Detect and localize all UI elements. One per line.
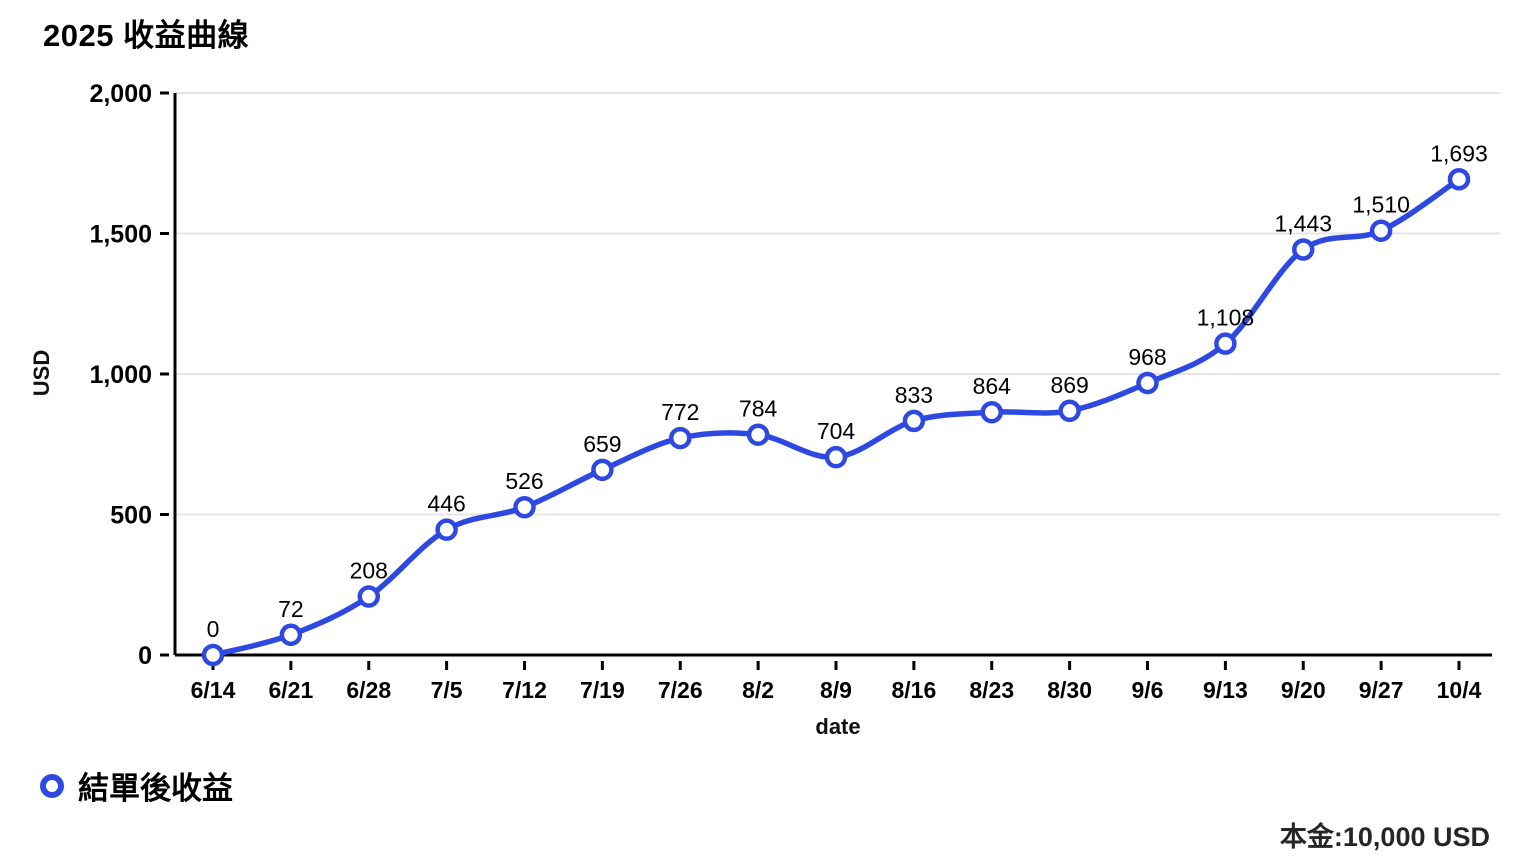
data-point-label: 72	[278, 596, 304, 622]
data-point-marker	[279, 623, 303, 647]
y-tick-label: 500	[110, 502, 152, 530]
data-point-marker	[435, 518, 458, 541]
x-tick-label: 10/4	[1437, 677, 1482, 703]
data-point-marker	[1369, 219, 1393, 242]
data-point-marker	[1058, 399, 1081, 423]
x-tick-label: 9/20	[1281, 677, 1326, 703]
data-point-label: 1,108	[1197, 305, 1255, 331]
data-point-label: 446	[427, 491, 465, 517]
x-axis-title: date	[815, 714, 861, 739]
x-tick-label: 6/21	[268, 677, 313, 703]
data-point-marker	[1292, 238, 1315, 261]
data-point-marker	[513, 495, 536, 519]
data-point-marker	[902, 409, 926, 433]
x-tick-label: 6/14	[191, 677, 236, 703]
data-point-label: 869	[1050, 372, 1088, 398]
principal-note: 本金:10,000 USD	[1279, 822, 1490, 852]
data-point-label: 1,510	[1352, 192, 1410, 218]
data-point-label: 1,693	[1430, 140, 1488, 166]
data-point-marker	[980, 400, 1003, 424]
x-tick-label: 8/23	[969, 677, 1014, 703]
x-tick-label: 8/16	[891, 677, 936, 703]
x-tick-label: 8/9	[820, 677, 852, 703]
data-point-label: 526	[505, 468, 543, 494]
legend: 結單後收益	[40, 763, 233, 808]
data-point-label: 0	[207, 616, 220, 642]
y-tick-label: 1,500	[89, 221, 152, 249]
y-tick-label: 0	[138, 642, 152, 670]
data-point-marker	[357, 585, 380, 608]
data-point-label: 208	[350, 558, 388, 584]
data-point-marker	[1136, 371, 1159, 395]
data-point-marker	[1214, 332, 1237, 355]
x-tick-label: 8/30	[1047, 677, 1092, 703]
x-tick-label: 8/2	[742, 677, 774, 703]
profit-line	[210, 176, 1462, 658]
x-tick-label: 7/5	[431, 677, 463, 703]
profit-line-chart: 0 500 1,000 1,500 2,000 6/14 6/21 6/28 7/5 7/12 7/…	[89, 80, 1500, 703]
data-point-marker	[201, 643, 225, 667]
data-point-marker	[1447, 168, 1471, 191]
data-point-label: 864	[973, 373, 1012, 399]
x-tick-label: 9/6	[1132, 677, 1164, 703]
x-tick-label: 7/26	[658, 677, 703, 703]
data-point-marker	[824, 445, 848, 469]
x-tick-label: 7/19	[580, 677, 625, 703]
data-point-marker	[591, 458, 614, 482]
legend-open-circle-icon	[40, 773, 64, 798]
y-tick-label: 1,000	[89, 361, 152, 389]
legend-label: 結單後收益	[78, 771, 233, 806]
x-tick-label: 9/13	[1203, 677, 1248, 703]
data-point-label: 659	[583, 431, 621, 457]
x-tick-label: 9/27	[1359, 677, 1404, 703]
data-point-marker	[669, 426, 692, 450]
x-tick-label: 7/12	[502, 677, 547, 703]
data-point-label: 772	[661, 399, 699, 425]
x-tick-label: 6/28	[346, 677, 391, 703]
chart-title: 2025 收益曲線	[43, 18, 250, 53]
data-point-label: 704	[817, 418, 856, 444]
data-point-label: 1,443	[1274, 211, 1332, 237]
data-point-label: 833	[895, 382, 933, 408]
data-point-label: 968	[1128, 344, 1166, 370]
data-point-marker	[746, 423, 770, 446]
data-point-label: 784	[739, 396, 778, 422]
y-tick-label: 2,000	[89, 80, 152, 108]
